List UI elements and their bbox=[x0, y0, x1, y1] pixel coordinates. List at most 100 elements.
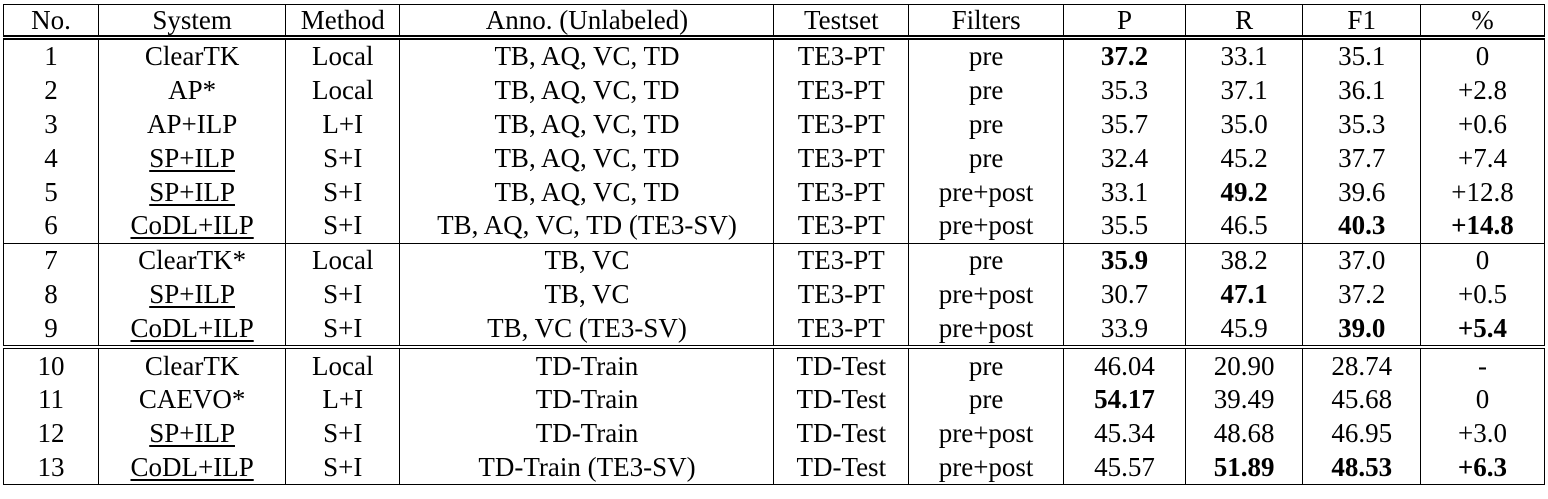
cell-recall: 45.9 bbox=[1184, 311, 1304, 348]
header-row: No. System Method Anno. (Unlabeled) Test… bbox=[2, 4, 1546, 40]
table-row: 2 AP* Local TB, AQ, VC, TD TE3-PT pre 35.3 37.1… bbox=[2, 73, 1546, 108]
cell-recall: 35.0 bbox=[1184, 107, 1304, 142]
table-row: 9 CoDL+ILP S+I TB, VC (TE3-SV) TE3-PT pre+pos… bbox=[2, 311, 1546, 348]
cell-system: ClearTK bbox=[98, 37, 287, 74]
cell-precision: 35.9 bbox=[1063, 242, 1186, 278]
header-testset: Testset bbox=[773, 4, 910, 40]
cell-percent: +5.4 bbox=[1419, 311, 1546, 348]
cell-precision: 30.7 bbox=[1063, 277, 1186, 312]
cell-testset: TE3-PT bbox=[773, 242, 910, 278]
cell-percent: 0 bbox=[1419, 37, 1546, 74]
cell-no: 6 bbox=[2, 208, 100, 244]
cell-precision: 32.4 bbox=[1063, 141, 1186, 176]
cell-filters: pre+post bbox=[908, 208, 1065, 244]
cell-filters: pre+post bbox=[908, 175, 1065, 209]
cell-anno: TB, VC bbox=[399, 277, 775, 312]
cell-recall: 48.68 bbox=[1184, 416, 1304, 451]
cell-f1: 39.6 bbox=[1302, 175, 1421, 209]
cell-testset: TE3-PT bbox=[773, 175, 910, 209]
table-row: 4 SP+ILP S+I TB, AQ, VC, TD TE3-PT pre 32.4 45.… bbox=[2, 141, 1546, 176]
cell-no: 12 bbox=[2, 416, 100, 451]
cell-recall: 47.1 bbox=[1184, 277, 1304, 312]
cell-method: L+I bbox=[285, 382, 401, 417]
cell-system: SP+ILP bbox=[98, 277, 287, 312]
cell-system: SP+ILP bbox=[98, 416, 287, 451]
header-no: No. bbox=[2, 4, 100, 40]
cell-recall: 38.2 bbox=[1184, 242, 1304, 278]
cell-percent: 0 bbox=[1419, 382, 1546, 417]
cell-testset: TE3-PT bbox=[773, 37, 910, 74]
cell-system: AP* bbox=[98, 73, 287, 108]
cell-anno: TB, VC bbox=[399, 242, 775, 278]
cell-anno: TB, AQ, VC, TD bbox=[399, 37, 775, 74]
cell-recall: 45.2 bbox=[1184, 141, 1304, 176]
header-filters: Filters bbox=[908, 4, 1065, 40]
cell-filters: pre+post bbox=[908, 311, 1065, 348]
cell-filters: pre bbox=[908, 73, 1065, 108]
cell-recall: 51.89 bbox=[1184, 450, 1304, 486]
cell-no: 2 bbox=[2, 73, 100, 108]
cell-testset: TE3-PT bbox=[773, 208, 910, 244]
cell-f1: 37.0 bbox=[1302, 242, 1421, 278]
cell-filters: pre+post bbox=[908, 277, 1065, 312]
cell-filters: pre bbox=[908, 141, 1065, 176]
cell-filters: pre bbox=[908, 382, 1065, 417]
cell-f1: 39.0 bbox=[1302, 311, 1421, 348]
cell-method: S+I bbox=[285, 416, 401, 451]
cell-testset: TE3-PT bbox=[773, 141, 910, 176]
cell-testset: TE3-PT bbox=[773, 107, 910, 142]
cell-f1: 46.95 bbox=[1302, 416, 1421, 451]
table-row: 3 AP+ILP L+I TB, AQ, VC, TD TE3-PT pre 35.7 35.… bbox=[2, 107, 1546, 142]
cell-filters: pre bbox=[908, 345, 1065, 383]
cell-filters: pre bbox=[908, 37, 1065, 74]
table-body: 1 ClearTK Local TB, AQ, VC, TD TE3-PT pre 37.2… bbox=[2, 37, 1546, 486]
cell-f1: 35.3 bbox=[1302, 107, 1421, 142]
table-row: 12 SP+ILP S+I TD-Train TD-Test pre+post 45.34 4… bbox=[2, 416, 1546, 451]
cell-percent: +0.5 bbox=[1419, 277, 1546, 312]
cell-precision: 46.04 bbox=[1063, 345, 1186, 383]
cell-recall: 46.5 bbox=[1184, 208, 1304, 244]
cell-anno: TD-Train (TE3-SV) bbox=[399, 450, 775, 486]
cell-percent: +2.8 bbox=[1419, 73, 1546, 108]
cell-no: 7 bbox=[2, 242, 100, 278]
header-percent: % bbox=[1419, 4, 1546, 40]
table-row: 11 CAEVO* L+I TD-Train TD-Test pre 54.17 39.49 4… bbox=[2, 382, 1546, 417]
cell-method: S+I bbox=[285, 208, 401, 244]
cell-testset: TD-Test bbox=[773, 416, 910, 451]
cell-no: 1 bbox=[2, 37, 100, 74]
cell-recall: 49.2 bbox=[1184, 175, 1304, 209]
cell-system: CoDL+ILP bbox=[98, 311, 287, 348]
cell-system: SP+ILP bbox=[98, 141, 287, 176]
cell-f1: 28.74 bbox=[1302, 345, 1421, 383]
cell-filters: pre+post bbox=[908, 450, 1065, 486]
cell-method: Local bbox=[285, 345, 401, 383]
cell-filters: pre+post bbox=[908, 416, 1065, 451]
cell-recall: 39.49 bbox=[1184, 382, 1304, 417]
cell-method: Local bbox=[285, 73, 401, 108]
cell-method: S+I bbox=[285, 175, 401, 209]
cell-percent: 0 bbox=[1419, 242, 1546, 278]
cell-method: S+I bbox=[285, 277, 401, 312]
cell-no: 9 bbox=[2, 311, 100, 348]
cell-f1: 40.3 bbox=[1302, 208, 1421, 244]
header-precision: P bbox=[1063, 4, 1186, 40]
cell-no: 10 bbox=[2, 345, 100, 383]
cell-precision: 33.9 bbox=[1063, 311, 1186, 348]
cell-percent: +0.6 bbox=[1419, 107, 1546, 142]
cell-f1: 35.1 bbox=[1302, 37, 1421, 74]
cell-percent: +6.3 bbox=[1419, 450, 1546, 486]
cell-method: Local bbox=[285, 242, 401, 278]
cell-no: 4 bbox=[2, 141, 100, 176]
cell-no: 8 bbox=[2, 277, 100, 312]
header-anno: Anno. (Unlabeled) bbox=[399, 4, 775, 40]
cell-anno: TB, VC (TE3-SV) bbox=[399, 311, 775, 348]
cell-anno: TB, AQ, VC, TD bbox=[399, 73, 775, 108]
cell-system: ClearTK* bbox=[98, 242, 287, 278]
cell-method: S+I bbox=[285, 450, 401, 486]
cell-anno: TB, AQ, VC, TD (TE3-SV) bbox=[399, 208, 775, 244]
cell-testset: TD-Test bbox=[773, 345, 910, 383]
cell-f1: 37.2 bbox=[1302, 277, 1421, 312]
cell-percent: +3.0 bbox=[1419, 416, 1546, 451]
cell-system: CAEVO* bbox=[98, 382, 287, 417]
cell-testset: TD-Test bbox=[773, 450, 910, 486]
